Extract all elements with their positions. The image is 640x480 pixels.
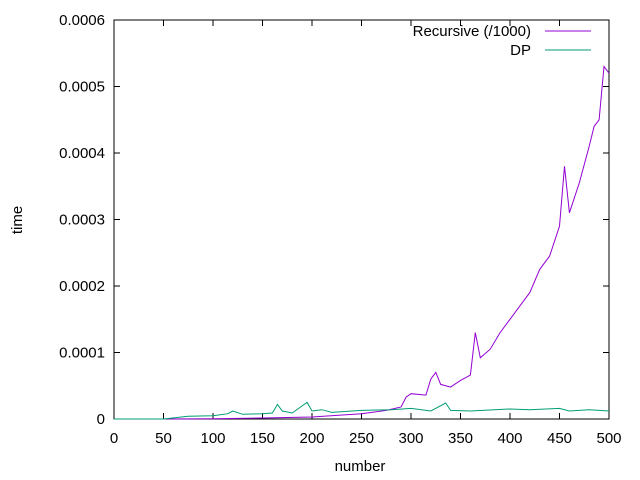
y-axis-title: time (9, 206, 26, 234)
x-tick-label: 200 (299, 430, 324, 447)
legend-label-2: DP (510, 42, 531, 59)
x-tick-label: 0 (110, 430, 118, 447)
x-tick-label: 300 (398, 430, 423, 447)
legend-label-1: Recursive (/1000) (413, 23, 531, 40)
x-tick-label: 350 (448, 430, 473, 447)
y-tick-label: 0.0004 (59, 145, 105, 162)
x-axis-title: number (335, 458, 386, 475)
legend: Recursive (/1000) DP (413, 23, 591, 59)
y-tick-label: 0 (97, 411, 105, 428)
y-axis-ticks: 0 0.0001 0.0002 0.0003 0.0004 0.0005 0.0006 (59, 12, 609, 428)
series-line-2 (114, 401, 610, 420)
y-tick-label: 0.0001 (59, 345, 105, 362)
x-tick-label: 450 (547, 430, 572, 447)
y-tick-label: 0.0005 (59, 79, 105, 96)
x-tick-label: 250 (349, 430, 374, 447)
y-tick-label: 0.0006 (59, 12, 105, 29)
y-tick-label: 0.0003 (59, 212, 105, 229)
series-line-1 (114, 65, 610, 420)
x-tick-label: 500 (596, 430, 621, 447)
y-tick-label: 0.0002 (59, 278, 105, 295)
series-layer (114, 65, 610, 420)
x-tick-label: 400 (497, 430, 522, 447)
x-axis-ticks: 0 50 100 150 200 250 300 350 400 450 500 (110, 20, 622, 447)
x-tick-label: 50 (155, 430, 172, 447)
x-tick-label: 150 (250, 430, 275, 447)
x-tick-label: 100 (200, 430, 225, 447)
plot-frame (113, 19, 610, 420)
